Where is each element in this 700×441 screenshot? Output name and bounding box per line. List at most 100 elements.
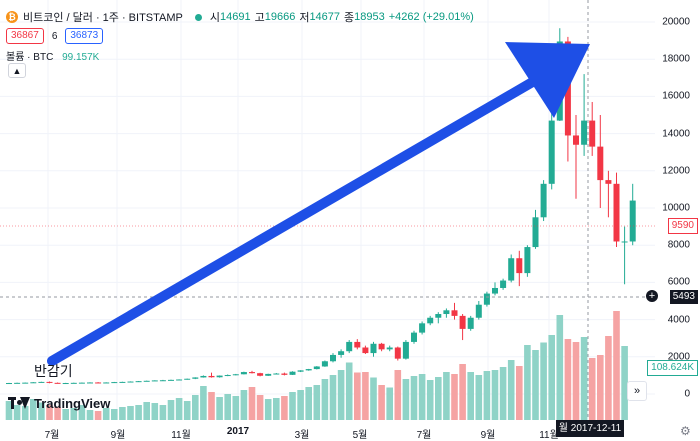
volume-bar: [337, 370, 345, 420]
tradingview-mark-icon: [8, 396, 30, 411]
spread-value: 6: [51, 30, 58, 42]
candle: [581, 74, 588, 156]
price-tick-label: 20000: [662, 16, 690, 28]
candle: [402, 340, 409, 360]
crosshair-date-tag: 월 2017-12-11: [556, 420, 624, 437]
high-value: 19666: [264, 11, 296, 23]
chevron-up-icon[interactable]: ▲: [8, 63, 26, 78]
candle: [273, 372, 280, 375]
bitcoin-icon: ₿: [6, 11, 18, 23]
volume-bar: [30, 399, 37, 420]
volume-bar: [418, 374, 426, 420]
candle: [216, 375, 223, 378]
candle: [451, 302, 458, 320]
tradingview-logo[interactable]: TradingView: [8, 396, 110, 411]
candle: [305, 368, 312, 371]
volume-bar: [94, 411, 102, 420]
candle: [103, 382, 110, 384]
volume-bar: [597, 355, 604, 420]
volume-bar: [621, 346, 628, 420]
candle: [119, 381, 126, 383]
candle: [386, 345, 393, 352]
close-value: 18953: [354, 11, 385, 23]
candle: [289, 371, 296, 376]
change-value: +4262 (+29.01%): [388, 11, 474, 23]
volume-bar: [354, 372, 361, 420]
volume-bar: [143, 402, 150, 420]
volume-bar: [386, 387, 393, 420]
halving-annotation[interactable]: 반감기: [34, 363, 73, 379]
volume-bar: [370, 377, 377, 420]
volume-label[interactable]: 볼륨 · BTC: [6, 52, 54, 63]
candle: [475, 301, 482, 320]
volume-bar: [281, 396, 288, 420]
crosshair-price-tag: 5493: [669, 290, 698, 304]
time-tick-label: 9월: [480, 430, 496, 441]
volume-bar: [345, 362, 353, 420]
candle: [532, 209, 539, 249]
volume-bar: [216, 397, 223, 420]
volume-bar: [605, 336, 612, 420]
volume-bar: [459, 364, 466, 420]
price-tick-label: 16000: [662, 90, 690, 102]
candle: [30, 382, 37, 384]
volume-bar: [507, 360, 515, 420]
volume-bar: [321, 379, 329, 420]
close-label: 종: [344, 12, 355, 24]
gear-icon[interactable]: ⚙: [680, 424, 691, 438]
candle: [483, 291, 490, 307]
candle: [87, 382, 93, 384]
volume-bar: [21, 406, 29, 420]
time-tick-label: 3월: [294, 430, 310, 441]
candle: [159, 379, 166, 382]
time-tick-label: 7월: [416, 430, 432, 441]
market-status-icon: [194, 13, 202, 21]
scroll-right-icon[interactable]: »: [627, 381, 647, 401]
candle: [362, 345, 369, 355]
candle: [78, 382, 85, 384]
volume-bar: [564, 339, 572, 420]
candle: [297, 370, 304, 373]
candle: [508, 254, 515, 283]
candle: [313, 366, 320, 370]
volume-bar: [329, 375, 337, 420]
symbol-title[interactable]: 비트코인 / 달러 · 1주 · BITSTAMP: [23, 12, 183, 24]
price-tick-label: 18000: [662, 53, 690, 65]
high-label: 고: [254, 12, 265, 24]
time-tick-label: 2017: [226, 426, 250, 437]
volume-bar: [410, 376, 418, 420]
candle: [70, 382, 77, 384]
candle: [573, 115, 579, 199]
volume-bar: [362, 372, 369, 420]
candle: [338, 349, 345, 358]
candle: [394, 346, 401, 361]
volume-price-tag: 108.624K: [647, 360, 698, 376]
plus-icon[interactable]: +: [646, 290, 658, 302]
candle: [176, 379, 183, 381]
time-tick-label: 9월: [110, 430, 126, 441]
time-tick-label: 5월: [352, 430, 368, 441]
candle: [46, 381, 53, 384]
volume-bar: [256, 395, 264, 420]
buy-button[interactable]: 36873: [65, 28, 104, 44]
candle: [168, 379, 174, 381]
volume-bar: [451, 374, 458, 420]
candle: [240, 371, 247, 375]
volume-bar: [224, 394, 231, 420]
candle: [629, 183, 636, 246]
price-tick-label: 10000: [662, 202, 690, 214]
volume-bar: [402, 379, 410, 420]
volume-bar: [248, 387, 256, 420]
sell-button[interactable]: 36867: [6, 28, 44, 44]
candle: [265, 373, 272, 376]
volume-bar: [46, 405, 53, 420]
volume-bar: [232, 396, 240, 420]
open-label: 시: [209, 12, 220, 24]
trend-arrow: [47, 42, 590, 366]
volume-bar: [580, 337, 588, 420]
candle: [427, 315, 434, 326]
candle: [200, 375, 207, 378]
price-tick-label: 14000: [662, 128, 690, 140]
